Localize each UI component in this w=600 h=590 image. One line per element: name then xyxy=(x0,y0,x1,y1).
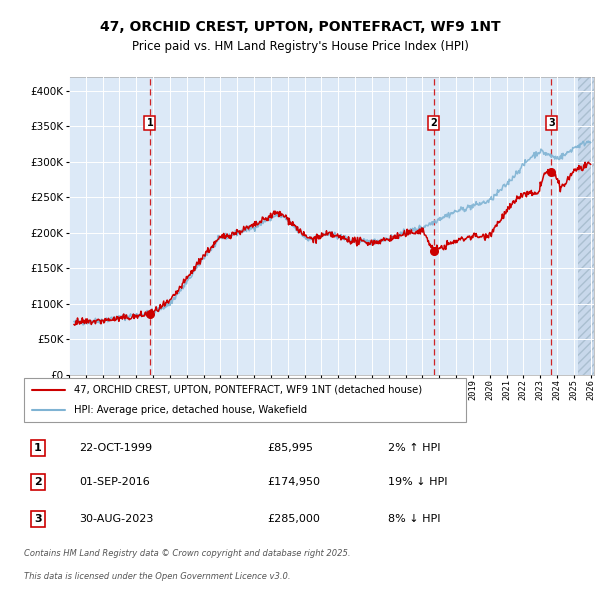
Text: 47, ORCHID CREST, UPTON, PONTEFRACT, WF9 1NT (detached house): 47, ORCHID CREST, UPTON, PONTEFRACT, WF9… xyxy=(74,385,422,395)
Bar xyxy=(578,77,594,375)
Text: 3: 3 xyxy=(34,514,41,524)
Text: 1: 1 xyxy=(146,118,154,128)
Bar xyxy=(578,77,594,375)
Text: 2% ↑ HPI: 2% ↑ HPI xyxy=(388,443,441,453)
Text: 2: 2 xyxy=(430,118,437,128)
Text: 2: 2 xyxy=(34,477,41,487)
Text: Price paid vs. HM Land Registry's House Price Index (HPI): Price paid vs. HM Land Registry's House … xyxy=(131,40,469,53)
Text: 19% ↓ HPI: 19% ↓ HPI xyxy=(388,477,448,487)
Text: HPI: Average price, detached house, Wakefield: HPI: Average price, detached house, Wake… xyxy=(74,405,307,415)
Text: £174,950: £174,950 xyxy=(267,477,320,487)
Text: 3: 3 xyxy=(548,118,554,128)
FancyBboxPatch shape xyxy=(24,378,466,422)
Text: 01-SEP-2016: 01-SEP-2016 xyxy=(79,477,150,487)
Text: This data is licensed under the Open Government Licence v3.0.: This data is licensed under the Open Gov… xyxy=(24,572,290,581)
Text: 47, ORCHID CREST, UPTON, PONTEFRACT, WF9 1NT: 47, ORCHID CREST, UPTON, PONTEFRACT, WF9… xyxy=(100,19,500,34)
Text: 30-AUG-2023: 30-AUG-2023 xyxy=(79,514,154,524)
Text: Contains HM Land Registry data © Crown copyright and database right 2025.: Contains HM Land Registry data © Crown c… xyxy=(24,549,350,559)
Text: £285,000: £285,000 xyxy=(267,514,320,524)
Text: 8% ↓ HPI: 8% ↓ HPI xyxy=(388,514,441,524)
Text: 22-OCT-1999: 22-OCT-1999 xyxy=(79,443,152,453)
Text: 1: 1 xyxy=(34,443,41,453)
Text: £85,995: £85,995 xyxy=(267,443,313,453)
